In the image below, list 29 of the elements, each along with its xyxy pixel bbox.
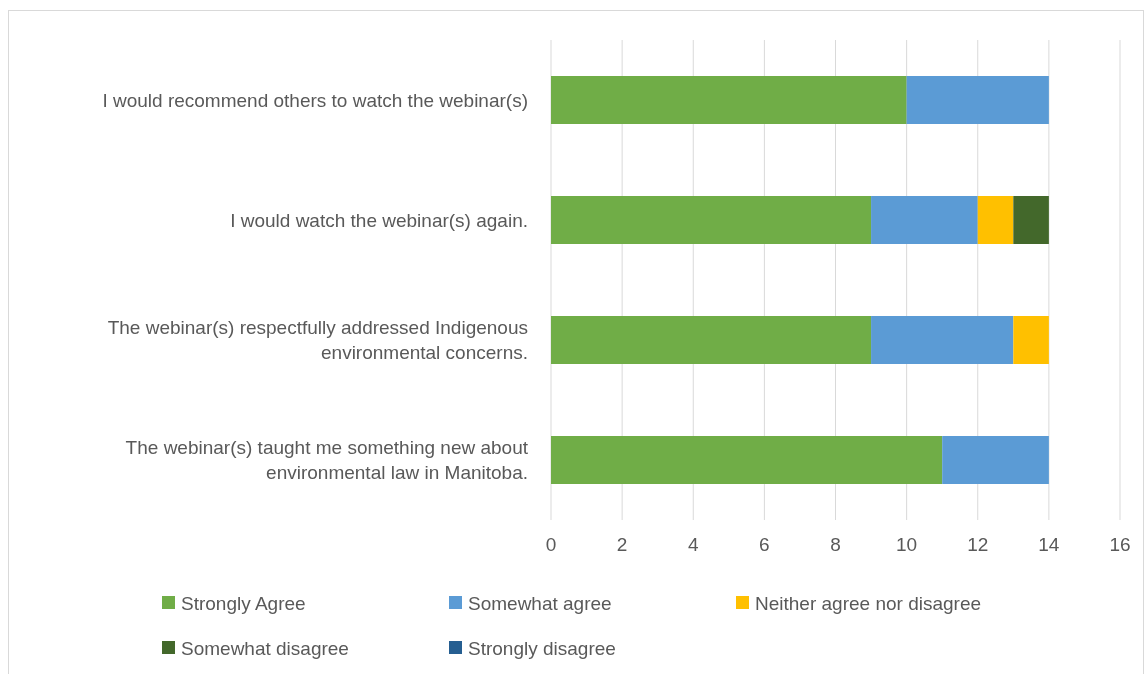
x-tick-label: 4 <box>687 534 699 555</box>
legend-label: Somewhat disagree <box>181 637 349 659</box>
x-tick-label: 10 <box>896 534 918 555</box>
x-tick-label: 16 <box>1109 534 1131 555</box>
x-tick-label: 6 <box>759 534 770 555</box>
y-tick-label: I would recommend others to watch the webinar(s) <box>102 89 528 111</box>
y-tick-label: The webinar(s) respectfully addressed Indigenous environmental concerns. <box>107 317 528 364</box>
y-tick-label: I would watch the webinar(s) again. <box>230 209 528 231</box>
bar <box>551 316 872 364</box>
x-tick-label: 0 <box>545 534 557 555</box>
x-tick-label: 14 <box>1038 534 1060 555</box>
legend-label: Strongly disagree <box>468 637 616 659</box>
legend-label: Somewhat agree <box>468 592 612 614</box>
bar <box>1013 196 1049 244</box>
bar <box>906 76 1049 124</box>
legend-label: Strongly Agree <box>181 592 306 614</box>
bar <box>551 196 872 244</box>
bar <box>871 316 1014 364</box>
bar <box>551 76 907 124</box>
x-tick-label: 2 <box>616 534 628 555</box>
x-tick-label: 12 <box>967 534 989 555</box>
y-tick-label: The webinar(s) taught me something new about environmental law in Manitoba. <box>125 437 529 484</box>
bar <box>977 196 1014 244</box>
legend-label: Neither agree nor disagree <box>755 592 982 614</box>
bar <box>871 196 978 244</box>
bar <box>1013 316 1049 364</box>
bar <box>942 436 1049 484</box>
bar <box>551 436 943 484</box>
x-tick-label: 8 <box>830 534 841 555</box>
